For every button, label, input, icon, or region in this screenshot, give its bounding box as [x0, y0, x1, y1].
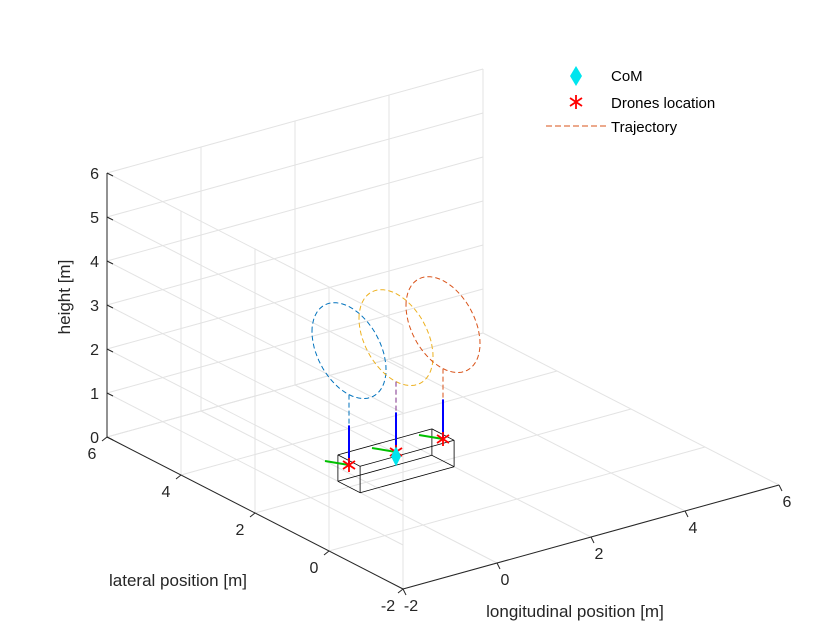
- grid-line: [106, 216, 404, 370]
- drone-marker-stroke: [342, 460, 356, 470]
- x-tick-label: 0: [501, 572, 510, 589]
- grid-line: [106, 304, 404, 458]
- x-tick-label: 6: [783, 494, 792, 511]
- trajectory-2: [358, 289, 434, 387]
- legend-trajectory-label: Trajectory: [611, 119, 678, 136]
- x-tick-mark: [778, 484, 783, 492]
- y-tick-mark: [323, 550, 330, 556]
- z-tick-label: 6: [90, 166, 99, 183]
- z-tick-label: 5: [90, 210, 99, 227]
- z-axis-label: height [m]: [55, 260, 74, 335]
- y-tick-mark: [249, 512, 256, 518]
- legend-item-com: CoM: [570, 66, 643, 86]
- payload-edge: [337, 480, 361, 494]
- legend-drone-marker: [569, 95, 583, 109]
- grid-line: [328, 446, 706, 552]
- y-tick-label: 6: [88, 446, 97, 463]
- drone-arm: [418, 434, 444, 440]
- trajectory-3: [405, 276, 481, 374]
- z-tick-mark: [106, 216, 114, 221]
- payload-edge: [337, 454, 433, 482]
- payload-edge: [337, 428, 433, 456]
- legend-item-trajectory: Trajectory: [546, 119, 678, 136]
- y-tick-mark: [175, 474, 182, 480]
- z-tick-label: 2: [90, 342, 99, 359]
- x-tick-label: 2: [595, 546, 604, 563]
- x-axis-label: longitudinal position [m]: [486, 602, 664, 621]
- grid-line: [106, 332, 484, 438]
- y-tick-label: 0: [310, 560, 319, 577]
- z-tick-label: 0: [90, 430, 99, 447]
- legend-com-marker: [570, 66, 582, 86]
- z-tick-mark: [106, 260, 114, 265]
- drone-marker: [342, 458, 356, 472]
- y-tick-label: 4: [162, 484, 171, 501]
- z-tick-mark: [106, 172, 114, 177]
- drone-marker-stroke: [436, 434, 450, 444]
- z-tick-mark: [106, 392, 114, 397]
- y-tick-mark: [101, 436, 108, 442]
- grid-line: [106, 200, 484, 306]
- y-tick-label: 2: [236, 522, 245, 539]
- z-tick-mark: [106, 304, 114, 309]
- legend: CoM Drones location Trajectory: [538, 62, 744, 140]
- drone-arm: [371, 447, 397, 453]
- y-tick-mark: [397, 588, 404, 594]
- grid: [106, 68, 780, 590]
- z-tick-label: 1: [90, 386, 99, 403]
- z-tick-label: 3: [90, 298, 99, 315]
- legend-drone-label: Drones location: [611, 95, 715, 112]
- payload-edge: [359, 439, 455, 467]
- x-tick-label: -2: [404, 598, 418, 615]
- z-tick-mark: [106, 348, 114, 353]
- grid-line: [106, 68, 484, 174]
- x-tick-mark: [590, 536, 595, 544]
- grid-line: [106, 244, 484, 350]
- grid-line: [106, 288, 484, 394]
- trajectory-1: [311, 302, 387, 400]
- grid-line: [106, 260, 404, 414]
- x-tick-mark: [496, 562, 501, 570]
- grid-line: [106, 348, 404, 502]
- data-layer: [311, 276, 481, 494]
- x-tick-mark: [684, 510, 689, 518]
- z-tick-mark: [106, 436, 114, 441]
- z-tick-label: 4: [90, 254, 99, 271]
- drone-arm: [324, 460, 350, 466]
- grid-line: [106, 156, 484, 262]
- payload-edge: [431, 454, 455, 468]
- grid-line: [180, 370, 558, 476]
- x-tick-mark: [402, 588, 407, 596]
- legend-com-label: CoM: [611, 68, 643, 85]
- y-tick-label: -2: [381, 598, 395, 615]
- x-tick-label: 4: [689, 520, 698, 537]
- y-axis-label: lateral position [m]: [109, 571, 247, 590]
- legend-item-drones-location: Drones location: [569, 95, 715, 112]
- drone-marker: [436, 432, 450, 446]
- grid-line: [106, 172, 404, 326]
- grid-line: [106, 392, 404, 546]
- com-marker: [391, 446, 401, 467]
- payload-edge: [359, 466, 455, 494]
- grid-line: [106, 112, 484, 218]
